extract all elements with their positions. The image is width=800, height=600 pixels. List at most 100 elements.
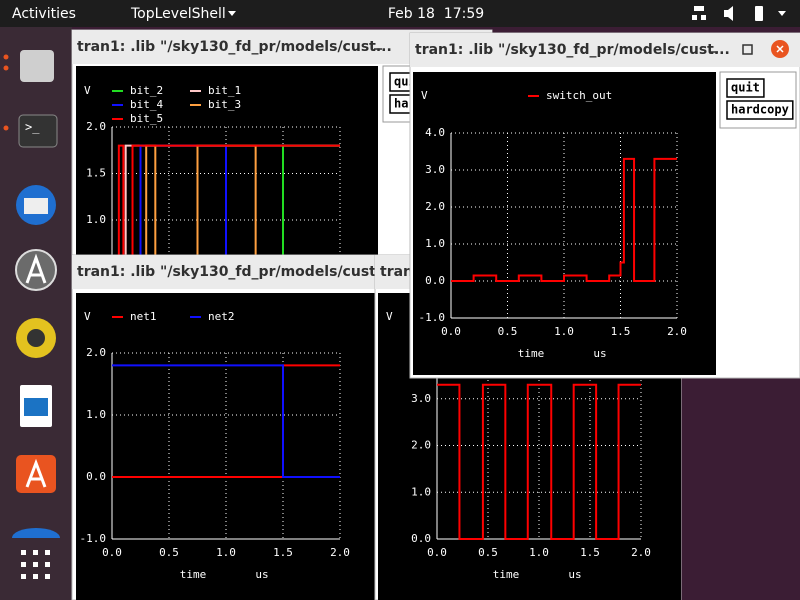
- running-dot: [3, 65, 9, 71]
- sound-icon: [724, 6, 733, 21]
- x-tick-label: 1.5: [611, 325, 631, 338]
- y-tick-label: -1.0: [419, 311, 446, 324]
- legend-label: bit_5: [130, 112, 163, 125]
- y-tick-label: 2.0: [411, 439, 431, 452]
- maximize-button[interactable]: [742, 44, 753, 55]
- window-title[interactable]: tran1: .lib "/sky130_fd_pr/models/cust..…: [415, 42, 730, 58]
- dot: [33, 562, 38, 567]
- partial-icon[interactable]: [12, 528, 60, 538]
- trace: [437, 383, 641, 540]
- y-tick-label: 1.5: [86, 167, 106, 180]
- button-label[interactable]: quit: [731, 81, 760, 95]
- plot-background: [76, 293, 377, 600]
- button[interactable]: [726, 78, 765, 98]
- x-tick-label: 1.0: [216, 546, 236, 559]
- show-apps[interactable]: [21, 550, 50, 579]
- x-tick-label: 0.5: [498, 325, 518, 338]
- files-icon[interactable]: [20, 50, 54, 82]
- x-tick-label: 2.0: [631, 546, 651, 559]
- y-tick-label: 0.0: [411, 532, 431, 545]
- x-tick-label: 0.0: [441, 325, 461, 338]
- window-title[interactable]: tran1: .lib "/sky130_fd_pr/models/cust..…: [77, 39, 392, 55]
- app-menu[interactable]: TopLevelShell: [130, 6, 226, 22]
- y-tick-label: 1.0: [425, 237, 445, 250]
- trace: [451, 157, 677, 282]
- x-tick-label: 0.0: [102, 546, 122, 559]
- thunderbird-mail: [24, 198, 48, 214]
- legend-label: net2: [208, 310, 235, 323]
- x-tick-label: 2.0: [667, 325, 687, 338]
- terminal-icon[interactable]: [18, 114, 58, 148]
- legend-label: bit_3: [208, 98, 241, 111]
- plot-background: [413, 72, 716, 375]
- network-icon: [701, 15, 706, 20]
- y-tick-label: 0.0: [425, 274, 445, 287]
- y-tick-label: 2.0: [86, 120, 106, 133]
- y-axis-label: V: [421, 89, 428, 102]
- clock[interactable]: Feb 18 17:59: [388, 6, 484, 22]
- x-axis-unit: us: [593, 347, 606, 360]
- x-tick-label: 0.5: [478, 546, 498, 559]
- network-icon: [694, 6, 704, 11]
- writer-glyph: [24, 398, 48, 416]
- button-label[interactable]: hardcopy: [731, 103, 789, 117]
- window-title[interactable]: tran1: .lib "/sky130_fd_pr/models/cust..…: [77, 264, 392, 280]
- window: tran1: .lib "/sky130_fd_pr/models/cust..…: [71, 254, 392, 600]
- y-axis-label: V: [84, 310, 91, 323]
- y-tick-label: 2.0: [86, 346, 106, 359]
- dot: [21, 574, 26, 579]
- x-axis-unit: us: [255, 568, 268, 581]
- x-tick-label: 2.0: [330, 546, 350, 559]
- y-tick-label: 1.0: [86, 213, 106, 226]
- legend-label: bit_4: [130, 98, 163, 111]
- activities[interactable]: Activities: [12, 6, 76, 22]
- x-tick-label: 1.5: [580, 546, 600, 559]
- x-axis-label: time: [493, 568, 520, 581]
- y-tick-label: 2.0: [425, 200, 445, 213]
- y-tick-label: -1.0: [80, 532, 107, 545]
- top-bar: [0, 0, 800, 27]
- software-glyph: [25, 253, 47, 284]
- trace: [112, 364, 340, 478]
- dot: [21, 562, 26, 567]
- y-tick-label: 1.0: [411, 485, 431, 498]
- legend-label: switch_out: [546, 89, 612, 102]
- x-axis-unit: us: [568, 568, 581, 581]
- y-tick-label: 3.0: [411, 392, 431, 405]
- dock-icons: >_: [12, 50, 60, 579]
- x-tick-label: 0.0: [427, 546, 447, 559]
- x-tick-label: 1.0: [554, 325, 574, 338]
- close-glyph: [776, 45, 784, 53]
- dot: [21, 550, 26, 555]
- store-glyph: [25, 458, 47, 488]
- status-icons[interactable]: [692, 6, 786, 21]
- dot: [45, 574, 50, 579]
- x-axis-label: time: [180, 568, 207, 581]
- terminal-glyph: >_: [25, 120, 40, 134]
- legend-label: net1: [130, 310, 157, 323]
- x-tick-label: 0.5: [159, 546, 179, 559]
- window: tran1: .lib "/sky130_fd_pr/models/cust..…: [409, 32, 800, 379]
- legend-label: bit_2: [130, 84, 163, 97]
- x-tick-label: 1.0: [529, 546, 549, 559]
- store-icon[interactable]: [16, 455, 56, 493]
- menu-arrow: [778, 11, 786, 16]
- dot: [45, 562, 50, 567]
- y-tick-label: 4.0: [425, 126, 445, 139]
- y-tick-label: 1.0: [86, 408, 106, 421]
- x-axis-label: time: [518, 347, 545, 360]
- dot: [33, 574, 38, 579]
- button[interactable]: [726, 100, 794, 120]
- y-axis-label: V: [386, 310, 393, 323]
- windows: tran1: .lib "/sky130_fd_pr/models/cust..…: [71, 29, 800, 600]
- running-dot: [3, 125, 9, 131]
- title-bar: [72, 255, 377, 289]
- running-dot: [3, 54, 9, 60]
- rhythmbox-glyph: [27, 329, 45, 347]
- dot: [33, 550, 38, 555]
- dock: [0, 27, 72, 600]
- title-bar: [410, 33, 800, 67]
- software-icon[interactable]: [15, 249, 57, 291]
